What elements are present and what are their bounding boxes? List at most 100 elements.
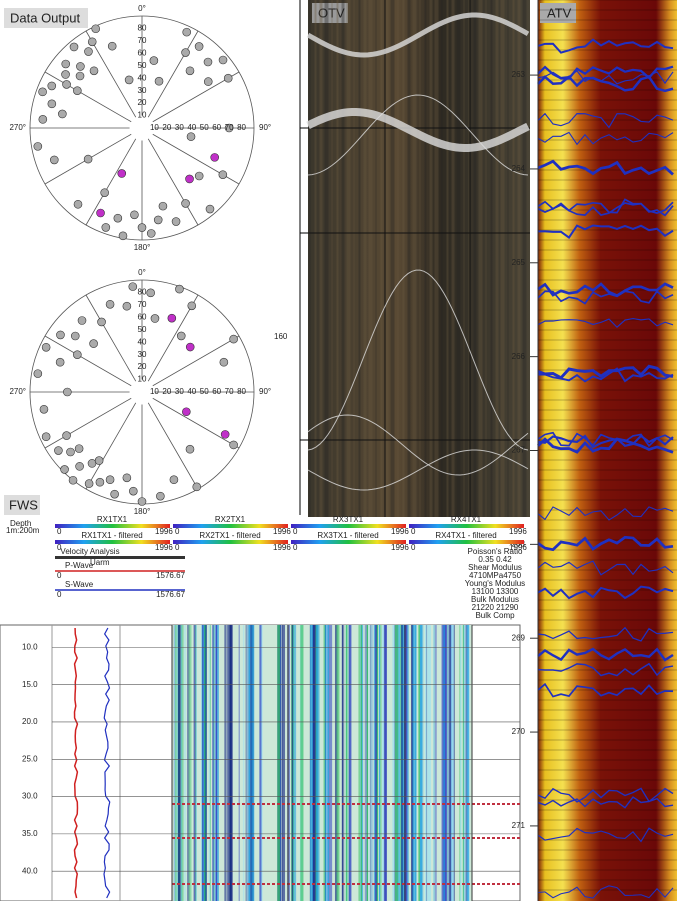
pole xyxy=(75,462,84,471)
atv-feature xyxy=(537,647,674,662)
pole xyxy=(100,188,109,197)
atv-feature xyxy=(537,367,674,383)
pole xyxy=(41,342,51,352)
pole xyxy=(118,231,128,241)
waveform-stripe xyxy=(441,625,444,901)
atv-feature xyxy=(537,282,674,298)
pole xyxy=(194,42,204,51)
waveform-stripe xyxy=(226,625,230,901)
waveform-stripe xyxy=(246,625,249,901)
ring-label: 80 xyxy=(237,387,246,396)
depth-label: 263 xyxy=(512,70,526,79)
legend-text: 1996 xyxy=(273,527,291,536)
waveform-stripe xyxy=(411,625,414,901)
waveform-stripe xyxy=(419,625,423,901)
atv-feature xyxy=(537,506,674,521)
waveform-stripe xyxy=(447,625,449,901)
waveform-stripe xyxy=(323,625,327,901)
atv-feature xyxy=(537,364,674,380)
waveform-stripe xyxy=(464,625,467,901)
waveform-stripe xyxy=(324,625,326,901)
p-wave-trace xyxy=(73,627,79,899)
waveform-stripe xyxy=(281,625,283,901)
ring-label: 10 xyxy=(138,375,147,384)
atv-feature xyxy=(537,112,674,129)
pole xyxy=(87,37,97,47)
pole xyxy=(218,55,228,65)
atv-feature xyxy=(537,290,674,305)
waveform-stripe xyxy=(318,625,320,901)
waveform-stripe xyxy=(242,625,245,901)
atv-feature xyxy=(537,682,674,698)
waveform-stripe xyxy=(212,625,216,901)
waveform-stripe xyxy=(312,625,316,901)
depth-label: 15.0 xyxy=(22,680,38,689)
ring-label: 20 xyxy=(162,123,171,132)
legend-text: 0 xyxy=(411,527,416,536)
ring-label: 40 xyxy=(138,73,147,82)
radial xyxy=(147,402,199,490)
pole xyxy=(62,80,71,89)
atv-feature xyxy=(537,535,674,552)
waveform-stripe xyxy=(336,625,340,901)
pole xyxy=(210,153,219,162)
otv-image xyxy=(308,0,530,517)
pole xyxy=(181,199,190,208)
pole xyxy=(167,313,177,323)
pole xyxy=(110,489,119,499)
waveform-stripe xyxy=(384,625,387,901)
legend-text: 1996 xyxy=(155,527,173,536)
legend-text: 1576.67 xyxy=(156,590,185,599)
waveform-stripe xyxy=(373,625,375,901)
pole xyxy=(218,170,228,179)
pole xyxy=(137,223,147,232)
fracture-trace xyxy=(306,108,530,152)
legend-text: 13100 13300 xyxy=(472,587,519,596)
pole xyxy=(75,71,85,81)
pole xyxy=(187,301,197,311)
atv-feature xyxy=(537,626,674,642)
pole xyxy=(205,204,215,214)
legend-text: 1m:200m xyxy=(6,526,40,535)
waveform-stripe xyxy=(447,625,451,901)
depth-label: 265 xyxy=(512,258,526,267)
pole xyxy=(107,41,117,51)
scale-label: 160 xyxy=(274,332,288,341)
fracture-trace xyxy=(307,414,529,476)
pole xyxy=(58,109,67,119)
legend-text: P-Wave xyxy=(65,561,94,570)
pole xyxy=(38,115,48,124)
ring-label: 70 xyxy=(138,36,147,45)
radial xyxy=(44,71,132,123)
legend-text: 0 xyxy=(293,543,298,552)
radial xyxy=(147,30,199,118)
colorbar xyxy=(55,556,185,559)
atv-feature xyxy=(537,198,674,215)
waveform-stripe xyxy=(407,625,409,901)
pole xyxy=(61,70,70,79)
legend-text: Bulk Modulus xyxy=(471,595,519,604)
waveform-stripe xyxy=(368,625,371,901)
pole xyxy=(229,334,238,344)
legend-text: 0 xyxy=(57,527,62,536)
waveform-stripe xyxy=(465,625,468,901)
atv-feature xyxy=(537,70,674,85)
pole xyxy=(186,132,196,141)
waveform-stripe xyxy=(195,625,196,901)
pole xyxy=(61,59,71,69)
ring-label: 80 xyxy=(138,288,147,297)
pole xyxy=(76,62,85,71)
ring-label: 70 xyxy=(225,387,234,396)
waveform-stripe xyxy=(466,625,470,901)
pole xyxy=(194,171,204,181)
waveform-stripe xyxy=(175,625,178,901)
waveform-stripe xyxy=(195,625,197,901)
legend-text: 21220 21290 xyxy=(472,603,519,612)
direction: 90° xyxy=(259,123,271,132)
waveform-stripe xyxy=(176,625,179,901)
atv-feature xyxy=(537,560,674,576)
waveform-stripe xyxy=(370,625,373,901)
depth-label: 25.0 xyxy=(22,754,38,763)
s-wave-trace xyxy=(103,627,111,899)
pole xyxy=(137,497,147,506)
